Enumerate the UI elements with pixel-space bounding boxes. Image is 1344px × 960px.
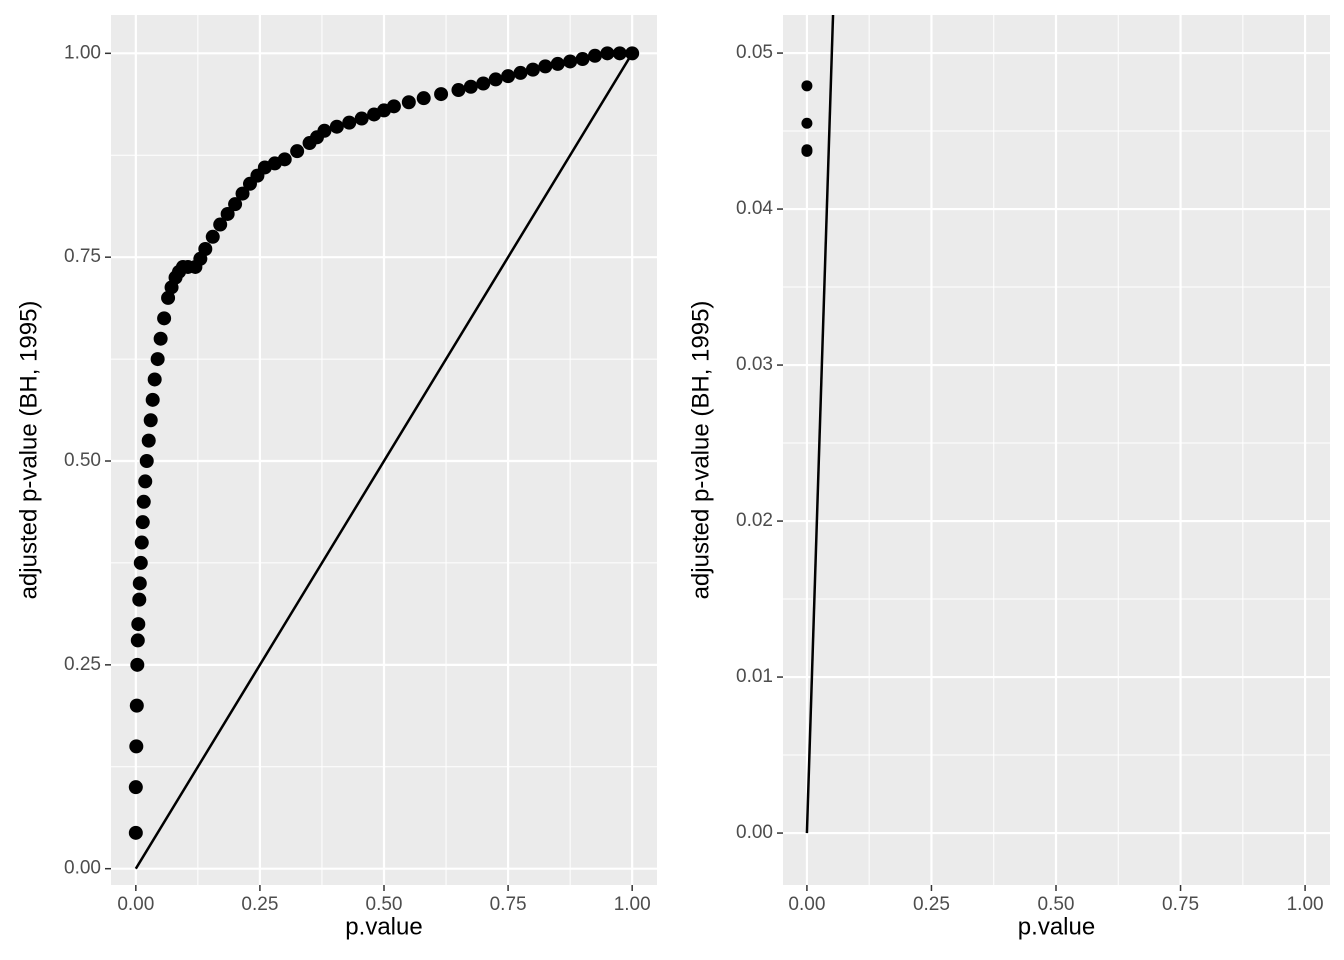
point xyxy=(342,115,357,130)
point xyxy=(134,535,149,550)
point xyxy=(205,229,220,244)
reference-line xyxy=(134,52,634,870)
point xyxy=(147,372,162,387)
point xyxy=(317,123,332,138)
y-tick-label: 0.01 xyxy=(736,666,773,687)
point xyxy=(128,780,143,795)
y-tick-label: 0.04 xyxy=(736,198,773,219)
y-tick-label: 1.00 xyxy=(64,42,101,63)
point xyxy=(161,290,176,305)
point xyxy=(135,515,150,530)
x-axis-title: p.value xyxy=(1018,913,1095,940)
point xyxy=(128,825,143,840)
point xyxy=(575,52,590,67)
point xyxy=(132,576,147,591)
point xyxy=(145,392,160,407)
y-tick-label: 0.25 xyxy=(64,654,101,675)
point xyxy=(143,413,158,428)
point xyxy=(451,83,466,98)
y-tick-label: 0.02 xyxy=(736,510,773,531)
x-tick-label: 0.00 xyxy=(117,894,154,915)
point xyxy=(130,633,145,648)
point xyxy=(416,91,431,106)
x-tick-label: 0.25 xyxy=(241,894,278,915)
y-tick-label: 0.50 xyxy=(64,450,101,471)
x-tick-label: 0.75 xyxy=(490,894,527,915)
point xyxy=(801,80,813,92)
plot-area xyxy=(801,15,835,834)
point xyxy=(130,657,145,672)
point xyxy=(157,311,172,326)
point xyxy=(228,197,243,212)
x-tick-label: 1.00 xyxy=(1287,894,1324,915)
x-tick-label: 0.75 xyxy=(1162,894,1199,915)
x-tick-label: 0.50 xyxy=(1038,894,1075,915)
point xyxy=(138,474,153,489)
point xyxy=(625,46,640,61)
point xyxy=(277,152,292,167)
y-axis-title: adjusted p-value (BH, 1995) xyxy=(15,301,42,600)
point xyxy=(129,739,144,754)
point xyxy=(612,46,627,61)
point xyxy=(801,117,813,129)
x-tick-label: 0.50 xyxy=(366,894,403,915)
point xyxy=(386,99,401,114)
y-axis-title: adjusted p-value (BH, 1995) xyxy=(687,301,714,600)
point xyxy=(133,555,148,570)
panel: 0.00 0.25 0.50 0.75 1.00 0.00 0.01 0.02 0.03 0.04… xyxy=(687,15,1330,940)
plot-area xyxy=(128,46,640,870)
point xyxy=(150,352,165,367)
point xyxy=(538,59,553,74)
y-tick-label: 0.00 xyxy=(64,858,101,879)
point xyxy=(513,65,528,80)
point xyxy=(139,454,154,469)
point xyxy=(354,111,369,126)
point xyxy=(600,46,615,61)
y-tick-label: 0.05 xyxy=(736,42,773,63)
point xyxy=(550,56,565,71)
point xyxy=(235,186,250,201)
point xyxy=(129,698,144,713)
point xyxy=(136,494,151,509)
point xyxy=(501,69,516,84)
point xyxy=(525,62,540,77)
point xyxy=(132,592,147,607)
point xyxy=(213,217,228,232)
point xyxy=(587,48,602,63)
y-tick-label: 0.00 xyxy=(736,822,773,843)
x-axis-title: p.value xyxy=(345,913,422,940)
panel: 0.00 0.25 0.50 0.75 1.00 0.00 0.25 0.50 0.75 1.00… xyxy=(15,15,657,940)
point xyxy=(488,72,503,87)
point xyxy=(131,617,146,632)
point xyxy=(434,87,449,102)
point xyxy=(801,145,813,157)
point xyxy=(153,331,168,346)
y-tick-label: 0.03 xyxy=(736,354,773,375)
point xyxy=(463,79,478,94)
x-tick-label: 1.00 xyxy=(614,894,651,915)
point xyxy=(220,206,235,221)
point xyxy=(141,433,156,448)
point xyxy=(198,242,213,257)
point xyxy=(329,119,344,134)
point xyxy=(290,144,305,159)
x-tick-label: 0.25 xyxy=(913,894,950,915)
x-tick-label: 0.00 xyxy=(788,894,825,915)
point xyxy=(563,54,578,69)
point xyxy=(476,76,491,91)
y-tick-label: 0.75 xyxy=(64,246,101,267)
point xyxy=(401,95,416,110)
